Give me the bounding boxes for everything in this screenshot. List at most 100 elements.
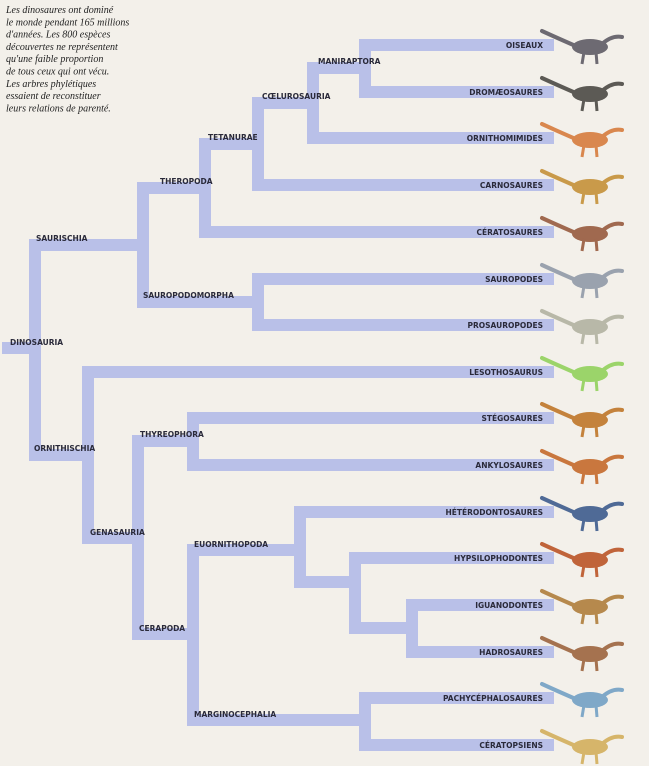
clade-label: CERAPODA (139, 624, 185, 633)
dinosaur-body (572, 459, 608, 475)
illustrations (540, 29, 624, 765)
leaf-label: CÉRATOSAURES (477, 228, 543, 237)
dinosaur-leg (594, 751, 599, 765)
dinosaur-body (572, 273, 608, 289)
clade-label: DINOSAURIA (10, 338, 63, 347)
dinosaur-neck (600, 641, 624, 653)
branch (359, 86, 554, 98)
leaf-label: HÉTÉRODONTOSAURES (445, 508, 543, 517)
branch (82, 366, 554, 378)
branch (29, 239, 149, 251)
intro-line: Les arbres phylétiques (5, 79, 96, 90)
branch (82, 532, 144, 544)
branch (359, 692, 554, 704)
labels: MANIRAPTORA CŒLUROSAURIA TETANURAE THEROPOD… (5, 5, 543, 750)
leaf-label: PROSAUROPODES (468, 321, 544, 330)
dinosaur-neck (600, 594, 624, 606)
leaf-label: LESOTHOSAURUS (469, 368, 543, 377)
dinosaur-leg (580, 378, 586, 392)
branch (187, 412, 554, 424)
intro-line: de tous ceux qui ont vécu. (6, 67, 109, 78)
dinosaur-body (572, 646, 608, 662)
dinosaur-leg (594, 51, 599, 65)
branch (294, 576, 361, 588)
clade-label: TETANURAE (208, 133, 258, 142)
dinosaur-body (572, 506, 608, 522)
dinosaur-neck (600, 127, 624, 139)
clade-label: SAURISCHIA (36, 234, 88, 243)
branch (29, 449, 94, 461)
dinosaur-body (572, 226, 608, 242)
dinosaur-leg (594, 704, 599, 718)
branch (132, 435, 199, 447)
branch (199, 226, 554, 238)
dinosaur-leg (580, 564, 586, 578)
dinosaur-leg (594, 424, 599, 438)
dinosaur-leg (594, 331, 599, 345)
dinosaur-body (572, 692, 608, 708)
dinosaur-leg (580, 658, 586, 672)
branch (359, 39, 554, 51)
dinosaur-leg (580, 424, 586, 438)
clade-label: GENASAURIA (90, 528, 145, 537)
intro-line: essaient de reconstituer (6, 91, 101, 102)
clade-label: ORNITHISCHIA (34, 444, 95, 453)
leaf-label: OISEAUX (506, 41, 543, 50)
branch (2, 342, 41, 354)
branch (349, 552, 554, 564)
dinosaur-leg (580, 471, 586, 485)
branch (252, 319, 554, 331)
dinosaur-body (572, 132, 608, 148)
dinosaur-body (572, 86, 608, 102)
clade-label: CŒLUROSAURIA (262, 92, 331, 101)
dinosaur-body (572, 319, 608, 335)
branch (307, 132, 554, 144)
leaf-label: HYPSILOPHODONTES (454, 554, 543, 563)
branch (252, 97, 319, 109)
dinosaur-neck (600, 407, 624, 419)
dinosaur-neck (600, 687, 624, 699)
branch (252, 179, 554, 191)
branch (307, 62, 371, 74)
branches (2, 39, 554, 751)
branch (137, 182, 211, 194)
dinosaur-leg (580, 191, 586, 205)
branch (132, 628, 199, 640)
intro-line: Les dinosaures ont dominé (5, 5, 114, 16)
dinosaur-neck (600, 174, 624, 186)
dinosaur-leg (580, 611, 586, 625)
dinosaur-body (572, 39, 608, 55)
dinosaur-body (572, 366, 608, 382)
dinosaur-leg (594, 285, 599, 299)
branch (349, 552, 361, 634)
branch (187, 544, 306, 556)
dinosaur-neck (600, 268, 624, 280)
dinosaur-body (572, 179, 608, 195)
leaf-label: ORNITHOMIMIDES (467, 134, 543, 143)
dinosaur-leg (594, 144, 599, 158)
dinosaur-neck (600, 314, 624, 326)
dinosaur-neck (600, 454, 624, 466)
leaf-label: HADROSAURES (479, 648, 543, 657)
branch (187, 459, 554, 471)
dinosaur-leg (594, 518, 599, 532)
dinosaur-leg (594, 564, 599, 578)
dinosaur-leg (594, 471, 599, 485)
intro-line: qu'une faible proportion (6, 54, 103, 65)
leaf-label: DROMÆOSAURES (469, 88, 543, 97)
dinosaur-leg (580, 704, 586, 718)
dinosaur-neck (600, 361, 624, 373)
leaf-label: SAUROPODES (485, 275, 543, 284)
dinosaur-leg (580, 518, 586, 532)
dinosaur-leg (594, 191, 599, 205)
leaf-label: CARNOSAURES (480, 181, 543, 190)
clade-label: MANIRAPTORA (318, 57, 381, 66)
leaf-label: PACHYCÉPHALOSAURES (443, 694, 543, 703)
branch (252, 273, 554, 285)
clade-label: EUORNITHOPODA (194, 540, 268, 549)
dinosaur-leg (580, 238, 586, 252)
dinosaur-leg (580, 98, 586, 112)
